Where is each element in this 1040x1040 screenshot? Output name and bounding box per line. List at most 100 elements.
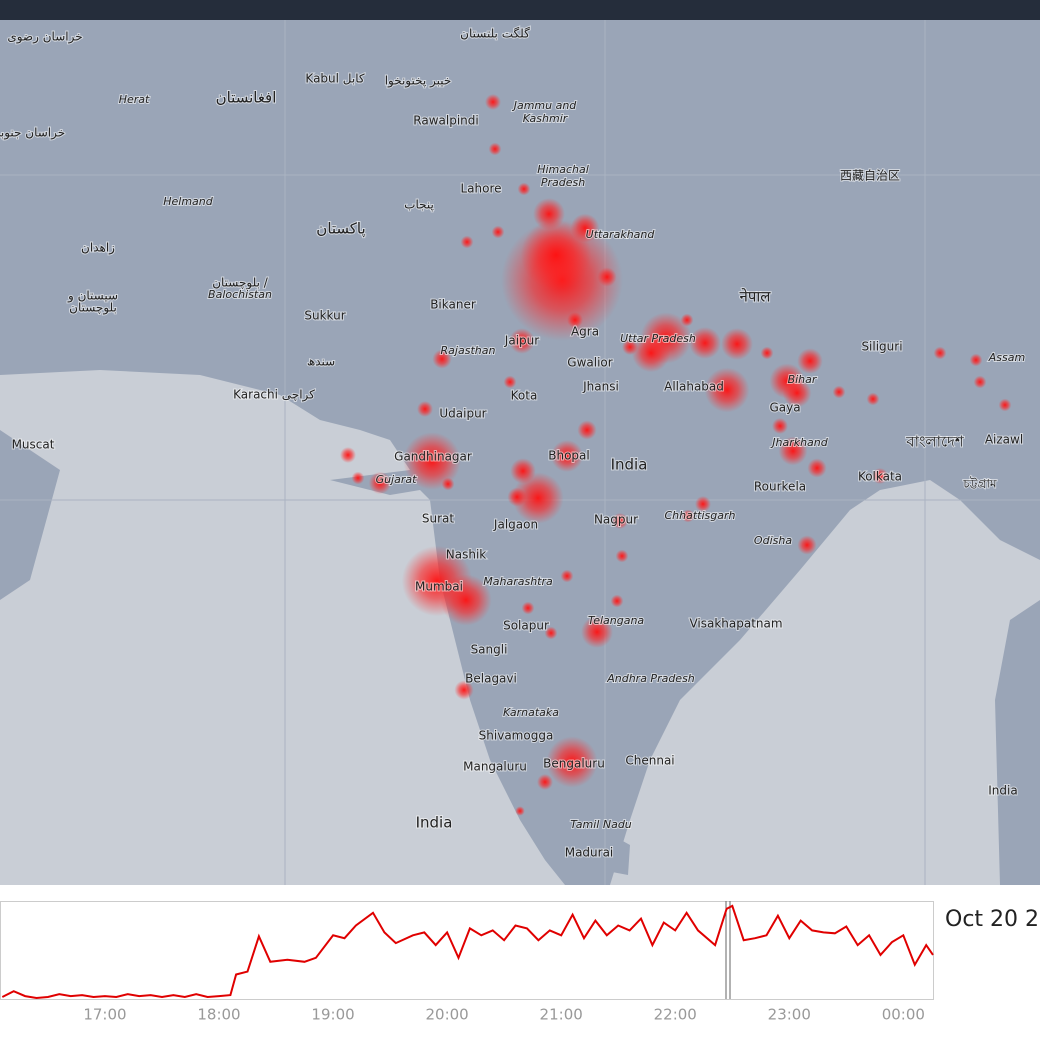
place-label: Helmand [163,195,214,208]
place-label: Gwalior [567,356,612,370]
place-label: Telangana [588,614,645,627]
heat-spot [782,378,812,408]
heat-spot [432,349,452,369]
heat-spot [368,471,392,495]
place-label: Muscat [12,438,55,452]
heat-spot [517,182,531,196]
place-label: Nashik [446,548,487,562]
heat-spot [631,333,671,373]
place-label: Aizawl [985,433,1023,447]
heat-spot [570,213,600,243]
heat-spot [695,496,711,512]
place-label: Jaipur [504,334,539,348]
place-label: Shivamogga [479,729,554,743]
heat-spot [537,774,553,790]
place-label: خراسان جنوبی [0,126,65,141]
place-label: Herat [119,93,150,106]
heat-spot [485,94,501,110]
heat-spot [488,142,502,156]
heat-spot [351,471,365,485]
heat-spot [551,440,583,472]
x-tick-label: 18:00 [197,1006,240,1024]
place-label: پاکستان [316,220,365,239]
timeline-date: Oct 20 2 [945,907,1039,932]
heat-spot [689,327,721,359]
heat-spot [454,680,474,700]
place-label: Uttarakhand [586,228,656,241]
place-label: नेपाल [740,288,772,306]
place-label: Rourkela [754,480,806,494]
place-label: Bikaner [430,298,476,312]
place-label: Bhopal [548,449,589,463]
heat-spot [832,385,846,399]
heat-spot [560,569,574,583]
timeline-line [1,904,934,1000]
place-label: Jhansi [582,380,619,394]
heat-spot [778,436,808,466]
heat-spot [509,328,535,354]
heat-spot [491,225,505,239]
place-label: Sukkur [304,309,345,323]
place-label: Karnataka [503,706,559,719]
place-label: Lahore [460,182,501,196]
heat-spot [797,348,823,374]
heat-spot [866,392,880,406]
place-label: Agra [571,325,599,339]
heatmap [340,94,1012,816]
place-label: افغانستان [216,89,277,107]
heat-spot [503,375,517,389]
heat-spot [797,535,817,555]
place-label: Sangli [471,643,508,657]
place-label: Visakhapatnam [689,617,782,631]
heat-spot [567,312,583,328]
x-tick-label: 17:00 [83,1006,126,1024]
heat-spot [969,353,983,367]
heat-spot [520,219,592,291]
place-label: Bengaluru [543,757,605,771]
x-tick-label: 21:00 [540,1006,583,1024]
place-label: گلگت بلتستان [460,27,530,41]
heat-spot [507,487,527,507]
place-label: Udaipur [439,407,486,421]
heat-spot [704,367,750,413]
top-bar [0,0,1040,20]
place-label: Pradesh [541,176,585,189]
heat-spot [998,398,1012,412]
x-tick-label: 20:00 [425,1006,468,1024]
place-label: Rajasthan [441,344,496,357]
place-label: Bihar [788,373,818,386]
heat-spot [544,626,558,640]
place-label: Kashmir [523,112,569,125]
place-label: Chennai [625,754,674,768]
x-tick-label: 19:00 [311,1006,354,1024]
heat-spot [721,328,753,360]
heat-spot [521,601,535,615]
place-label: Balochistan [208,288,272,301]
place-label: India [416,814,453,832]
place-label: Andhra Pradesh [606,672,695,685]
place-label: Karachi کراچی [233,388,315,403]
place-label: Gujarat [376,473,418,486]
place-label: Kabul کابل [305,72,364,86]
place-label: Jammu and [512,99,578,112]
place-label: Kolkata [858,470,902,484]
heat-spot [807,458,827,478]
place-label: Himachal [537,163,589,176]
heat-spot [512,472,564,524]
place-label: بلوچستان / [212,276,269,291]
x-tick-label: 22:00 [654,1006,697,1024]
place-label: India [988,784,1017,798]
heat-spot [597,267,617,287]
heat-spot [510,458,536,484]
map: خراسان رضوی گلگت بلتستان Kabul کابل خیبر پخ… [0,0,1040,885]
heat-spot [610,594,624,608]
heat-spot [460,235,474,249]
place-label: Siliguri [861,340,902,354]
heat-spot [440,574,492,626]
place-label: Rawalpindi [413,114,478,128]
place-label: 西藏自治区 [840,169,900,183]
place-label: بلوچستان [69,301,117,316]
timeline-frame [0,901,934,1000]
place-label: Belagavi [465,672,517,686]
